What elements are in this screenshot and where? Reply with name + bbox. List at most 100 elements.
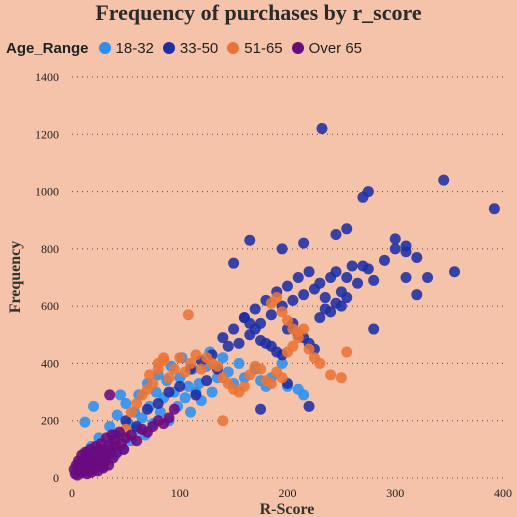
point-33-50[interactable] (141, 403, 153, 415)
point-18-32[interactable] (298, 389, 310, 401)
point-18-32[interactable] (276, 357, 288, 369)
point-33-50[interactable] (422, 272, 434, 283)
point-18-32[interactable] (185, 406, 197, 418)
point-33-50[interactable] (228, 257, 240, 269)
point-over-65[interactable] (72, 462, 84, 474)
legend-item-33-50[interactable]: 33-50 (162, 40, 218, 57)
point-51-65[interactable] (282, 314, 293, 326)
point-18-32[interactable] (182, 380, 194, 392)
point-18-32[interactable] (154, 406, 166, 418)
point-over-65[interactable] (104, 389, 116, 401)
point-51-65[interactable] (238, 380, 250, 392)
point-33-50[interactable] (233, 337, 245, 349)
point-51-65[interactable] (265, 377, 277, 389)
point-33-50[interactable] (362, 263, 374, 275)
point-33-50[interactable] (341, 272, 353, 283)
point-33-50[interactable] (298, 237, 310, 249)
point-33-50[interactable] (389, 233, 401, 245)
point-over-65[interactable] (118, 443, 130, 455)
point-over-65[interactable] (168, 403, 180, 415)
point-51-65[interactable] (292, 326, 304, 338)
point-33-50[interactable] (249, 323, 261, 335)
point-18-32[interactable] (179, 392, 191, 404)
point-33-50[interactable] (411, 289, 423, 301)
point-33-50[interactable] (190, 389, 202, 401)
point-33-50[interactable] (228, 323, 240, 335)
point-51-65[interactable] (271, 292, 283, 304)
point-51-65[interactable] (217, 415, 229, 427)
point-51-65[interactable] (174, 352, 186, 364)
point-33-50[interactable] (314, 277, 326, 289)
point-18-32[interactable] (104, 420, 116, 432)
point-33-50[interactable] (201, 375, 213, 387)
point-51-65[interactable] (131, 398, 143, 410)
point-51-65[interactable] (325, 369, 337, 381)
point-33-50[interactable] (400, 246, 412, 258)
point-33-50[interactable] (411, 251, 423, 263)
point-51-65[interactable] (303, 343, 315, 355)
point-18-32[interactable] (217, 352, 229, 364)
point-18-32[interactable] (136, 412, 148, 424)
point-33-50[interactable] (255, 403, 267, 415)
legend-item-18-32[interactable]: 18-32 (98, 40, 154, 57)
point-33-50[interactable] (400, 272, 412, 283)
point-18-32[interactable] (88, 400, 100, 412)
point-51-65[interactable] (190, 349, 202, 361)
point-over-65[interactable] (131, 435, 143, 447)
point-33-50[interactable] (249, 303, 261, 315)
point-51-65[interactable] (276, 372, 288, 384)
point-33-50[interactable] (265, 309, 277, 321)
point-33-50[interactable] (341, 223, 353, 235)
point-51-65[interactable] (182, 309, 194, 321)
point-33-50[interactable] (352, 277, 364, 289)
point-33-50[interactable] (362, 186, 374, 198)
point-18-32[interactable] (114, 389, 126, 401)
point-33-50[interactable] (222, 340, 234, 352)
point-33-50[interactable] (287, 294, 299, 306)
point-51-65[interactable] (163, 372, 175, 384)
point-33-50[interactable] (276, 243, 288, 255)
point-18-32[interactable] (120, 398, 132, 410)
point-51-65[interactable] (158, 352, 170, 364)
point-51-65[interactable] (341, 346, 353, 358)
point-33-50[interactable] (282, 280, 293, 292)
point-33-50[interactable] (378, 254, 390, 266)
point-33-50[interactable] (341, 292, 353, 304)
point-33-50[interactable] (152, 398, 164, 410)
point-33-50[interactable] (163, 386, 175, 398)
point-18-32[interactable] (150, 386, 162, 398)
point-51-65[interactable] (211, 360, 223, 372)
point-over-65[interactable] (81, 451, 93, 463)
point-51-65[interactable] (125, 406, 137, 418)
point-over-65[interactable] (90, 456, 102, 468)
point-over-65[interactable] (163, 412, 175, 424)
point-51-65[interactable] (179, 366, 191, 378)
point-18-32[interactable] (111, 409, 123, 421)
point-33-50[interactable] (120, 415, 132, 427)
point-over-65[interactable] (85, 466, 97, 478)
point-51-65[interactable] (276, 306, 288, 318)
point-33-50[interactable] (174, 380, 186, 392)
point-33-50[interactable] (488, 203, 500, 215)
point-18-32[interactable] (206, 386, 218, 398)
point-33-50[interactable] (303, 400, 315, 412)
point-33-50[interactable] (368, 274, 380, 286)
point-33-50[interactable] (217, 332, 229, 344)
point-51-65[interactable] (335, 372, 347, 384)
point-51-65[interactable] (195, 363, 207, 375)
point-33-50[interactable] (319, 292, 331, 304)
point-33-50[interactable] (303, 266, 315, 278)
point-51-65[interactable] (168, 363, 180, 375)
point-33-50[interactable] (335, 300, 347, 312)
point-51-65[interactable] (287, 340, 299, 352)
point-33-50[interactable] (316, 123, 328, 135)
point-33-50[interactable] (438, 174, 450, 186)
point-33-50[interactable] (330, 266, 342, 278)
point-33-50[interactable] (449, 266, 461, 278)
legend-item-over-65[interactable]: Over 65 (291, 40, 362, 57)
point-51-65[interactable] (244, 369, 256, 381)
point-33-50[interactable] (389, 243, 401, 255)
legend-item-51-65[interactable]: 51-65 (227, 40, 283, 57)
point-18-32[interactable] (233, 357, 245, 369)
point-33-50[interactable] (314, 312, 326, 324)
